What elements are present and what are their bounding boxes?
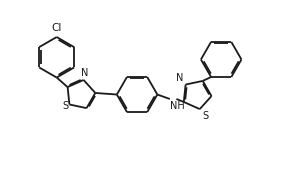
Text: S: S (203, 112, 209, 121)
Text: N: N (80, 68, 88, 78)
Text: NH: NH (170, 101, 185, 111)
Text: S: S (63, 101, 69, 111)
Text: Cl: Cl (51, 23, 61, 33)
Text: N: N (176, 73, 184, 83)
